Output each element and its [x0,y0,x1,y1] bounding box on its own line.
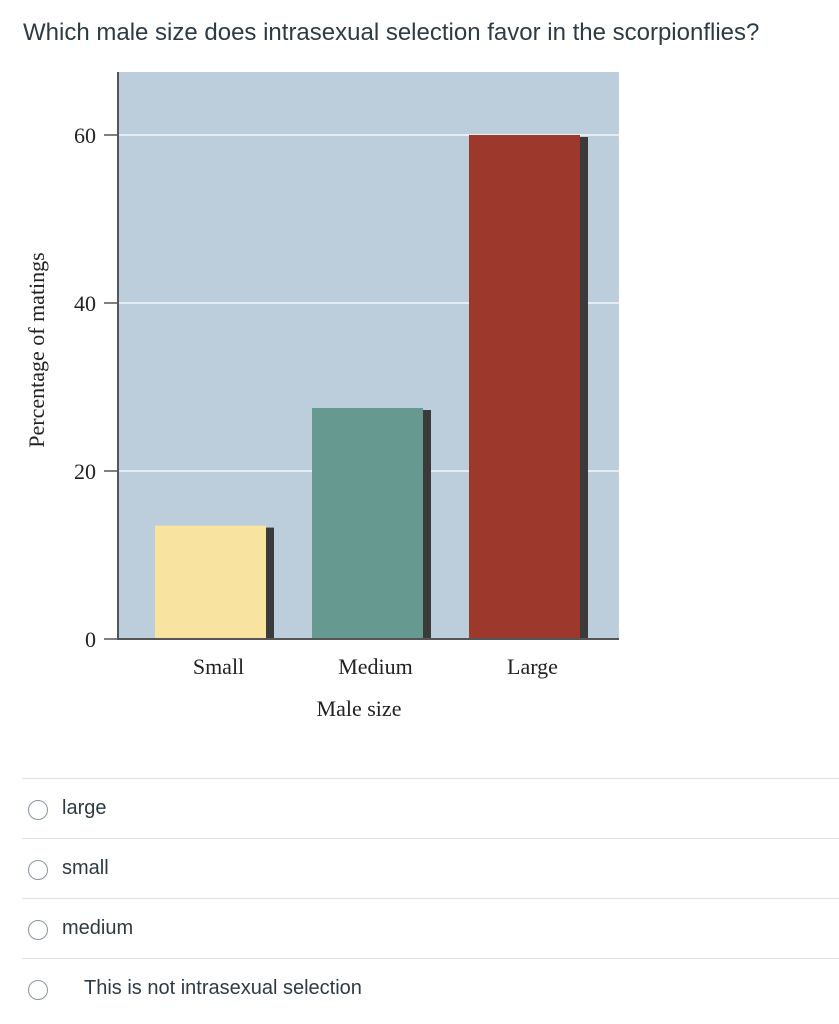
y-tick-label: 0 [85,627,96,652]
y-tick-label: 40 [74,291,96,316]
answer-option-medium[interactable]: medium [22,898,839,958]
y-tick-label: 60 [74,123,96,148]
x-tick-label: Medium [338,654,413,679]
y-tick-label: 20 [74,459,96,484]
x-ticks: Small Medium Large [193,654,558,679]
x-axis-label: Male size [317,696,402,721]
answer-list: large small medium This is not intrasexu… [22,778,839,1018]
x-tick-label: Small [193,654,244,679]
radio-button-icon[interactable] [28,860,48,880]
bar-chart: 0 20 40 60 Small Medium Large Male size Perce… [24,72,619,721]
answer-option-not-intrasexual[interactable]: This is not intrasexual selection [22,958,839,1018]
y-axis-label: Percentage of matings [24,252,49,448]
bar-shadow [266,527,274,639]
answer-label: large [62,797,107,819]
radio-button-icon[interactable] [28,800,48,820]
answer-option-large[interactable]: large [22,778,839,838]
radio-button-icon[interactable] [28,980,48,1000]
y-ticks: 0 20 40 60 [74,123,118,652]
bar-small [155,525,266,639]
radio-button-icon[interactable] [28,920,48,940]
bar-shadow [580,137,588,639]
answer-label: medium [62,917,134,939]
x-tick-label: Large [507,654,558,679]
bars [155,135,588,639]
answer-label: This is not intrasexual selection [84,977,362,999]
bar-medium [312,408,423,639]
bar-shadow [423,410,431,639]
bar-large [469,135,580,639]
answer-option-small[interactable]: small [22,838,839,898]
answer-label: small [62,857,109,879]
question-text: Which male size does intrasexual selecti… [23,19,760,46]
